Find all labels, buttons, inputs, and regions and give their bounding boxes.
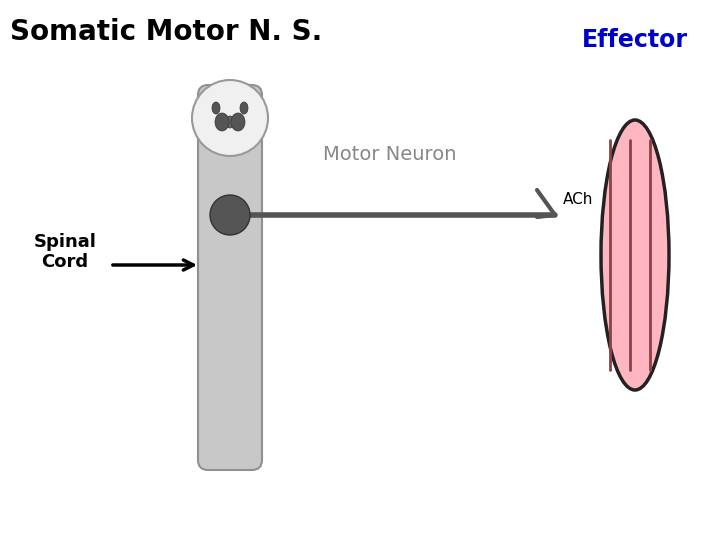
Text: Effector: Effector: [582, 28, 688, 52]
Ellipse shape: [601, 120, 669, 390]
Ellipse shape: [240, 102, 248, 114]
Ellipse shape: [212, 102, 220, 114]
Text: Spinal
Cord: Spinal Cord: [34, 233, 96, 272]
Text: ACh: ACh: [563, 192, 593, 207]
Ellipse shape: [215, 113, 229, 131]
Ellipse shape: [226, 116, 234, 128]
FancyBboxPatch shape: [198, 85, 262, 470]
Circle shape: [192, 80, 268, 156]
Text: Somatic Motor N. S.: Somatic Motor N. S.: [10, 18, 323, 46]
Circle shape: [210, 195, 250, 235]
Text: Motor Neuron: Motor Neuron: [323, 145, 456, 165]
Ellipse shape: [231, 113, 245, 131]
